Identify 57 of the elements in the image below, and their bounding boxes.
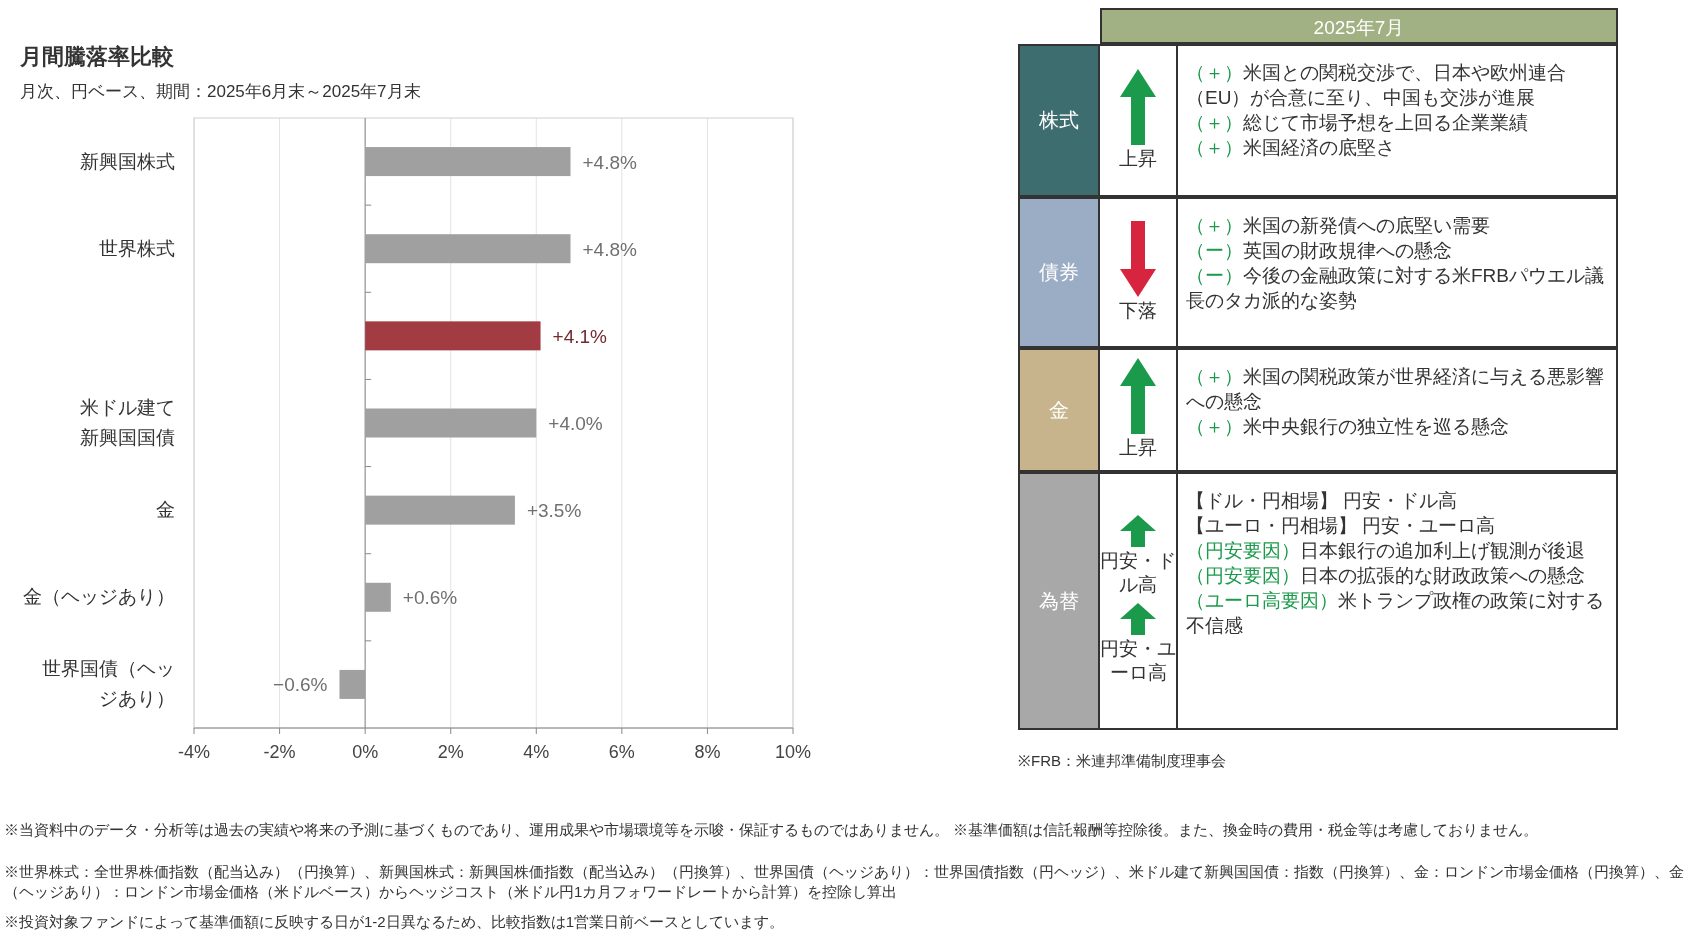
text: ※投資対象ファンドによって基準価額に反映する日が1-2日異なるため、比較指数は1営業日前ベースとしています。 [4, 912, 786, 932]
bar [339, 669, 366, 699]
text: 円安・ドル高 [1100, 550, 1176, 595]
bar [365, 147, 571, 177]
x-tick-label: 0% [352, 742, 379, 762]
category-label: 株式 [1018, 44, 1100, 197]
bar [365, 495, 515, 525]
y-tick-label: 金（ヘッジあり） [23, 585, 175, 610]
y-tick-label: 世界国債（ヘッジあり） [41, 657, 175, 712]
text: ※FRB：米連邦準備制度理事会 [1018, 751, 1226, 771]
text: （＋）米国の関税政策が世界経済に与える悪影響への懸念 [1186, 366, 1604, 412]
y-tick-label: 米ドル建て新興国国債 [79, 396, 175, 450]
text: （＋）総じて市場予想を上回る企業業績 [1186, 112, 1528, 133]
bar [365, 234, 571, 264]
text: （＋）米国経済の底堅さ [1186, 137, 1395, 158]
bar [365, 321, 541, 351]
x-tick-label: 8% [694, 742, 721, 762]
x-tick-label: 4% [523, 742, 550, 762]
bar [365, 582, 391, 612]
y-tick-label: 世界株式 [99, 236, 175, 261]
x-tick-label: -4% [177, 742, 211, 762]
data-label: +3.5% [526, 500, 582, 522]
y-tick-label: 金 [156, 498, 175, 523]
data-label: +4.8% [582, 151, 638, 173]
chart-subtitle: 月次、円ベース、期間：2025年6月末～2025年7月末 [20, 81, 421, 103]
text: 下落 [1119, 299, 1157, 321]
data-label: −0.6% [273, 674, 328, 696]
text: （ユーロ高要因）米トランプ政権の政策に対する不信感 [1186, 590, 1604, 636]
text: （＋）米中央銀行の独立性を巡る懸念 [1186, 416, 1509, 437]
x-tick-label: 10% [774, 742, 812, 762]
category-label: 債券 [1018, 197, 1100, 348]
text: 【ドル・円相場】 円安・ドル高 [1186, 490, 1458, 511]
text: （円安要因）日本銀行の追加利上げ観測が後退 [1186, 540, 1585, 561]
chart-title: 月間騰落率比較 [20, 43, 174, 71]
data-label: +4.8% [582, 238, 638, 260]
data-label: +4.0% [548, 413, 603, 434]
text: （＋）米国の新発債への底堅い需要 [1186, 215, 1490, 236]
text: ※世界株式：全世界株価指数（配当込み）（円換算）、新興国株式：新興国株価指数（配当込み）（円換算）、世界国債（ヘッジあり）：世界国債指数（円ヘッジ）、米ドル建て新興国国債：指数（円換算）、金：ロンドン市場金価格（円換算）、金（ヘッジあり）：ロンドン市場金価格（米ドルベース）からヘッジコスト（米ドル円1カ月フォワードレートから計算）を控除し算出 [4, 862, 1685, 902]
x-tick-label: 2% [437, 742, 464, 762]
data-label: +0.6% [402, 587, 458, 609]
text: 2025年7月 [1100, 8, 1618, 44]
data-label: +4.1% [552, 325, 608, 347]
text: ※当資料中のデータ・分析等は過去の実績や将来の予測に基づくものであり、運用成果や市場環境等を示唆・保証するものではありません。 ※基準価額は信託報酬等控除後。また、換金時の費用・税金等は考慮しておりません。 [4, 820, 1540, 840]
text: （ー）今後の金融政策に対する米FRBパウエル議長のタカ派的な姿勢 [1186, 265, 1604, 311]
x-tick-label: 6% [608, 742, 635, 762]
text: 円安・ユーロ高 [1100, 638, 1176, 683]
text: （＋）米国との関税交渉で、日本や欧州連合（EU）が合意に至り、中国も交渉が進展 [1186, 62, 1566, 108]
text: 【ユーロ・円相場】 円安・ユーロ高 [1186, 515, 1496, 536]
text: （円安要因）日本の拡張的な財政政策への懸念 [1186, 565, 1585, 586]
category-label: 金 [1018, 348, 1100, 472]
bar [365, 408, 537, 438]
category-label: 為替 [1018, 472, 1100, 730]
text: 上昇 [1119, 437, 1157, 458]
text: （ー）英国の財政規律への懸念 [1186, 240, 1452, 261]
y-tick-label: 新興国株式 [80, 149, 175, 174]
text: 上昇 [1119, 147, 1157, 169]
x-tick-label: -2% [263, 742, 296, 762]
